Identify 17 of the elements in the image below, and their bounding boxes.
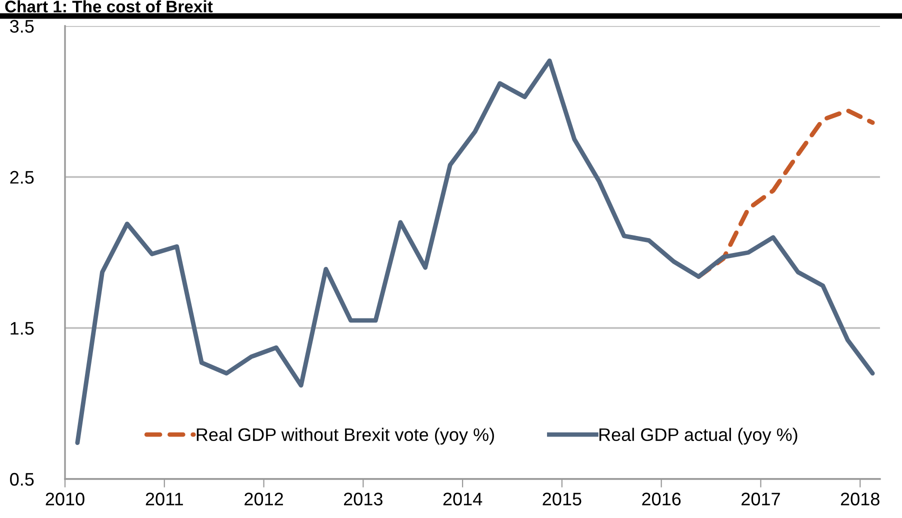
y-tick-label: 3.5 bbox=[10, 20, 34, 33]
legend-label: Real GDP actual (yoy %) bbox=[599, 428, 798, 445]
x-tick-label: 2018 bbox=[840, 492, 880, 506]
x-tick-label: 2017 bbox=[742, 492, 780, 506]
x-tick-label: 2016 bbox=[642, 492, 681, 506]
y-tick-label: 0.5 bbox=[10, 472, 34, 486]
chart-title: Chart 1: The cost of Brexit bbox=[5, 0, 213, 12]
y-tick-label: 2.5 bbox=[10, 170, 34, 184]
x-tick-label: 2011 bbox=[146, 492, 183, 506]
x-tick-label: 2015 bbox=[542, 492, 582, 506]
x-tick-label: 2013 bbox=[344, 492, 382, 506]
y-tick-label: 1.5 bbox=[10, 322, 34, 335]
line-series bbox=[75, 58, 875, 445]
legend-label: Real GDP without Brexit vote (yoy %) bbox=[196, 428, 494, 445]
x-tick-label: 2014 bbox=[443, 492, 482, 506]
x-tick-label: 2010 bbox=[46, 492, 84, 506]
x-tick-label: 2012 bbox=[244, 492, 283, 506]
